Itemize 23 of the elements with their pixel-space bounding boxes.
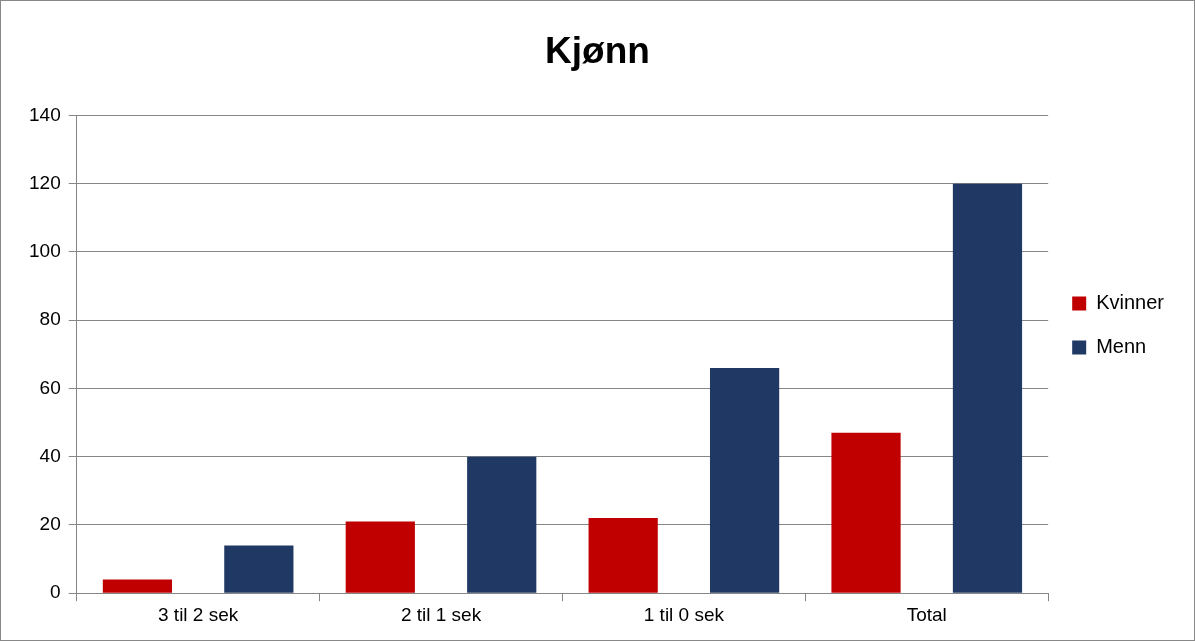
bar (467, 456, 537, 593)
legend-label: Menn (1096, 335, 1147, 358)
y-tick-label: 140 (29, 103, 61, 125)
legend-label: Kvinner (1096, 291, 1165, 314)
y-tick-label: 120 (29, 171, 61, 193)
y-tick-label: 40 (39, 444, 61, 466)
bar (831, 432, 901, 593)
bar (224, 545, 294, 593)
bar (345, 521, 415, 593)
x-tick-label: 2 til 1 sek (400, 603, 482, 625)
y-tick-label: 80 (39, 308, 61, 330)
x-tick-label: Total (906, 603, 947, 625)
bar (709, 367, 780, 593)
x-tick-label: 1 til 0 sek (643, 603, 725, 625)
x-tick-label: 3 til 2 sek (158, 603, 239, 625)
chart-title: Kjønn (545, 30, 650, 72)
bar (952, 183, 1023, 593)
y-tick-label: 0 (50, 581, 61, 603)
y-tick-label: 60 (39, 376, 61, 398)
y-tick-label: 20 (39, 513, 61, 535)
y-tick-label: 100 (29, 240, 61, 262)
bar (588, 518, 658, 593)
bar (102, 579, 173, 593)
